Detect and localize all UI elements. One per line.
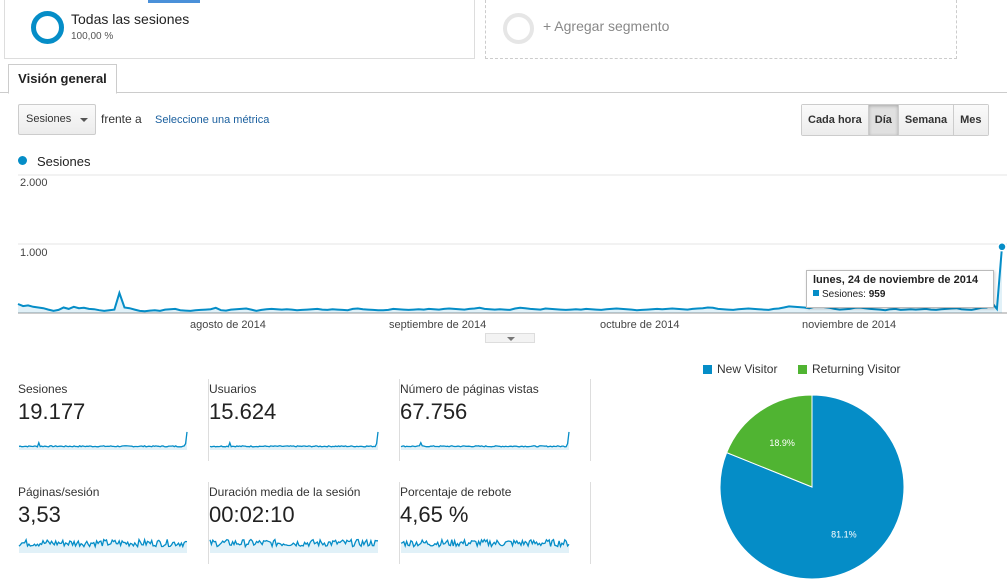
tooltip-value: 959 <box>868 289 886 300</box>
legend-label: New Visitor <box>717 362 778 376</box>
tab-overview[interactable]: Visión general <box>8 64 117 94</box>
tooltip-row: Sesiones: 959 <box>813 289 987 300</box>
segment-all-sessions[interactable]: Todas las sesiones 100,00 % <box>4 0 475 59</box>
sparkline-line <box>209 538 378 549</box>
sparkline-area <box>19 431 187 450</box>
x-tick-agosto: agosto de 2014 <box>190 319 266 331</box>
segment-ring-icon <box>31 11 64 44</box>
metric-value: 00:02:10 <box>209 502 295 527</box>
empty-segment-ring-icon <box>503 13 534 44</box>
pie-slice-returning-visitor[interactable] <box>726 394 813 488</box>
granularity-month-button[interactable]: Mes <box>953 105 988 135</box>
card-divider <box>399 482 400 564</box>
pie-slice-label: 18.9% <box>769 438 795 448</box>
metric-sparkline <box>18 537 188 553</box>
granularity-hourly-button[interactable]: Cada hora <box>802 105 868 135</box>
visitor-type-pie-chart[interactable]: 81.1% 18.9% <box>718 393 908 583</box>
card-divider <box>399 379 400 461</box>
metric-sparkline <box>209 431 379 450</box>
metric-value: 15.624 <box>209 399 277 424</box>
chart-tooltip: lunes, 24 de noviembre de 2014 Sesiones:… <box>806 270 994 308</box>
segment-indicator <box>148 0 200 3</box>
granularity-toggle: Cada hora Día Semana Mes <box>801 104 989 136</box>
chevron-down-icon <box>507 337 515 341</box>
metric-value: 19.177 <box>18 399 86 424</box>
metric-card-pages-per-session[interactable]: Páginas/sesión 3,53 <box>18 482 209 564</box>
sessions-legend-marker <box>18 156 27 165</box>
x-tick-octubre: octubre de 2014 <box>600 319 680 331</box>
metric-card-pageviews[interactable]: Número de páginas vistas 67.756 <box>400 379 591 461</box>
metric-label: Sesiones <box>18 382 68 396</box>
segment-percentage: 100,00 % <box>71 31 114 42</box>
sessions-point[interactable] <box>997 242 1007 252</box>
metric-label: Duración media de la sesión <box>209 485 361 499</box>
sparkline-line <box>400 537 570 549</box>
metric-select[interactable]: Sesiones <box>18 104 96 135</box>
tab-bar-line <box>0 92 1007 93</box>
card-divider <box>590 379 591 461</box>
legend-label: Returning Visitor <box>812 362 901 376</box>
granularity-week-button[interactable]: Semana <box>897 105 954 135</box>
versus-label: frente a <box>101 112 142 126</box>
pie-legend-new-visitor[interactable]: New Visitor <box>703 362 777 376</box>
metric-value: 4,65 % <box>400 502 469 527</box>
legend-swatch <box>798 365 807 374</box>
tooltip-series-swatch <box>813 290 819 296</box>
metric-select-value: Sesiones <box>26 113 72 125</box>
pie-legend-returning-visitor[interactable]: Returning Visitor <box>798 362 901 376</box>
sessions-legend-label: Sesiones <box>37 154 91 169</box>
granularity-day-button[interactable]: Día <box>867 105 898 135</box>
metric-sparkline <box>18 431 188 450</box>
metric-card-users[interactable]: Usuarios 15.624 <box>209 379 400 461</box>
sessions-line-chart[interactable]: 2.000 1.000 agosto de 2014 septiembre de… <box>0 172 1007 332</box>
metric-sparkline <box>209 538 378 553</box>
metric-card-sessions[interactable]: Sesiones 19.177 <box>18 379 209 461</box>
sparkline-line <box>18 537 188 549</box>
card-divider <box>208 482 209 564</box>
metric-label: Porcentaje de rebote <box>400 485 512 499</box>
metric-label: Usuarios <box>209 382 257 396</box>
metric-label: Páginas/sesión <box>18 485 100 499</box>
segment-title: Todas las sesiones <box>71 11 190 27</box>
x-tick-septiembre: septiembre de 2014 <box>389 319 486 331</box>
pie-slice-label: 81.1% <box>831 529 857 539</box>
tooltip-series-label: Sesiones: <box>822 289 866 300</box>
metric-value: 3,53 <box>18 502 61 527</box>
metric-card-avg-session-duration[interactable]: Duración media de la sesión 00:02:10 <box>209 482 400 564</box>
chevron-down-icon <box>80 118 88 122</box>
metric-label: Número de páginas vistas <box>400 382 539 396</box>
sparkline-line <box>400 431 570 448</box>
metric-sparkline <box>400 431 570 450</box>
add-segment-label: + Agregar segmento <box>543 18 670 34</box>
legend-swatch <box>703 365 712 374</box>
select-metric-link[interactable]: Seleccione una métrica <box>155 114 270 126</box>
sparkline-line <box>18 431 188 448</box>
metric-value: 67.756 <box>400 399 468 424</box>
metric-sparkline <box>400 537 570 553</box>
add-segment-button[interactable]: + Agregar segmento <box>485 0 957 59</box>
y-tick-1000: 1.000 <box>20 247 48 259</box>
metric-card-bounce-rate[interactable]: Porcentaje de rebote 4,65 % <box>400 482 591 564</box>
x-tick-noviembre: noviembre de 2014 <box>802 319 896 331</box>
y-tick-2000: 2.000 <box>20 177 48 189</box>
sparkline-line <box>209 431 379 448</box>
tooltip-date: lunes, 24 de noviembre de 2014 <box>813 274 979 286</box>
collapse-chart-handle[interactable] <box>485 333 535 343</box>
card-divider <box>208 379 209 461</box>
card-divider <box>590 482 591 564</box>
